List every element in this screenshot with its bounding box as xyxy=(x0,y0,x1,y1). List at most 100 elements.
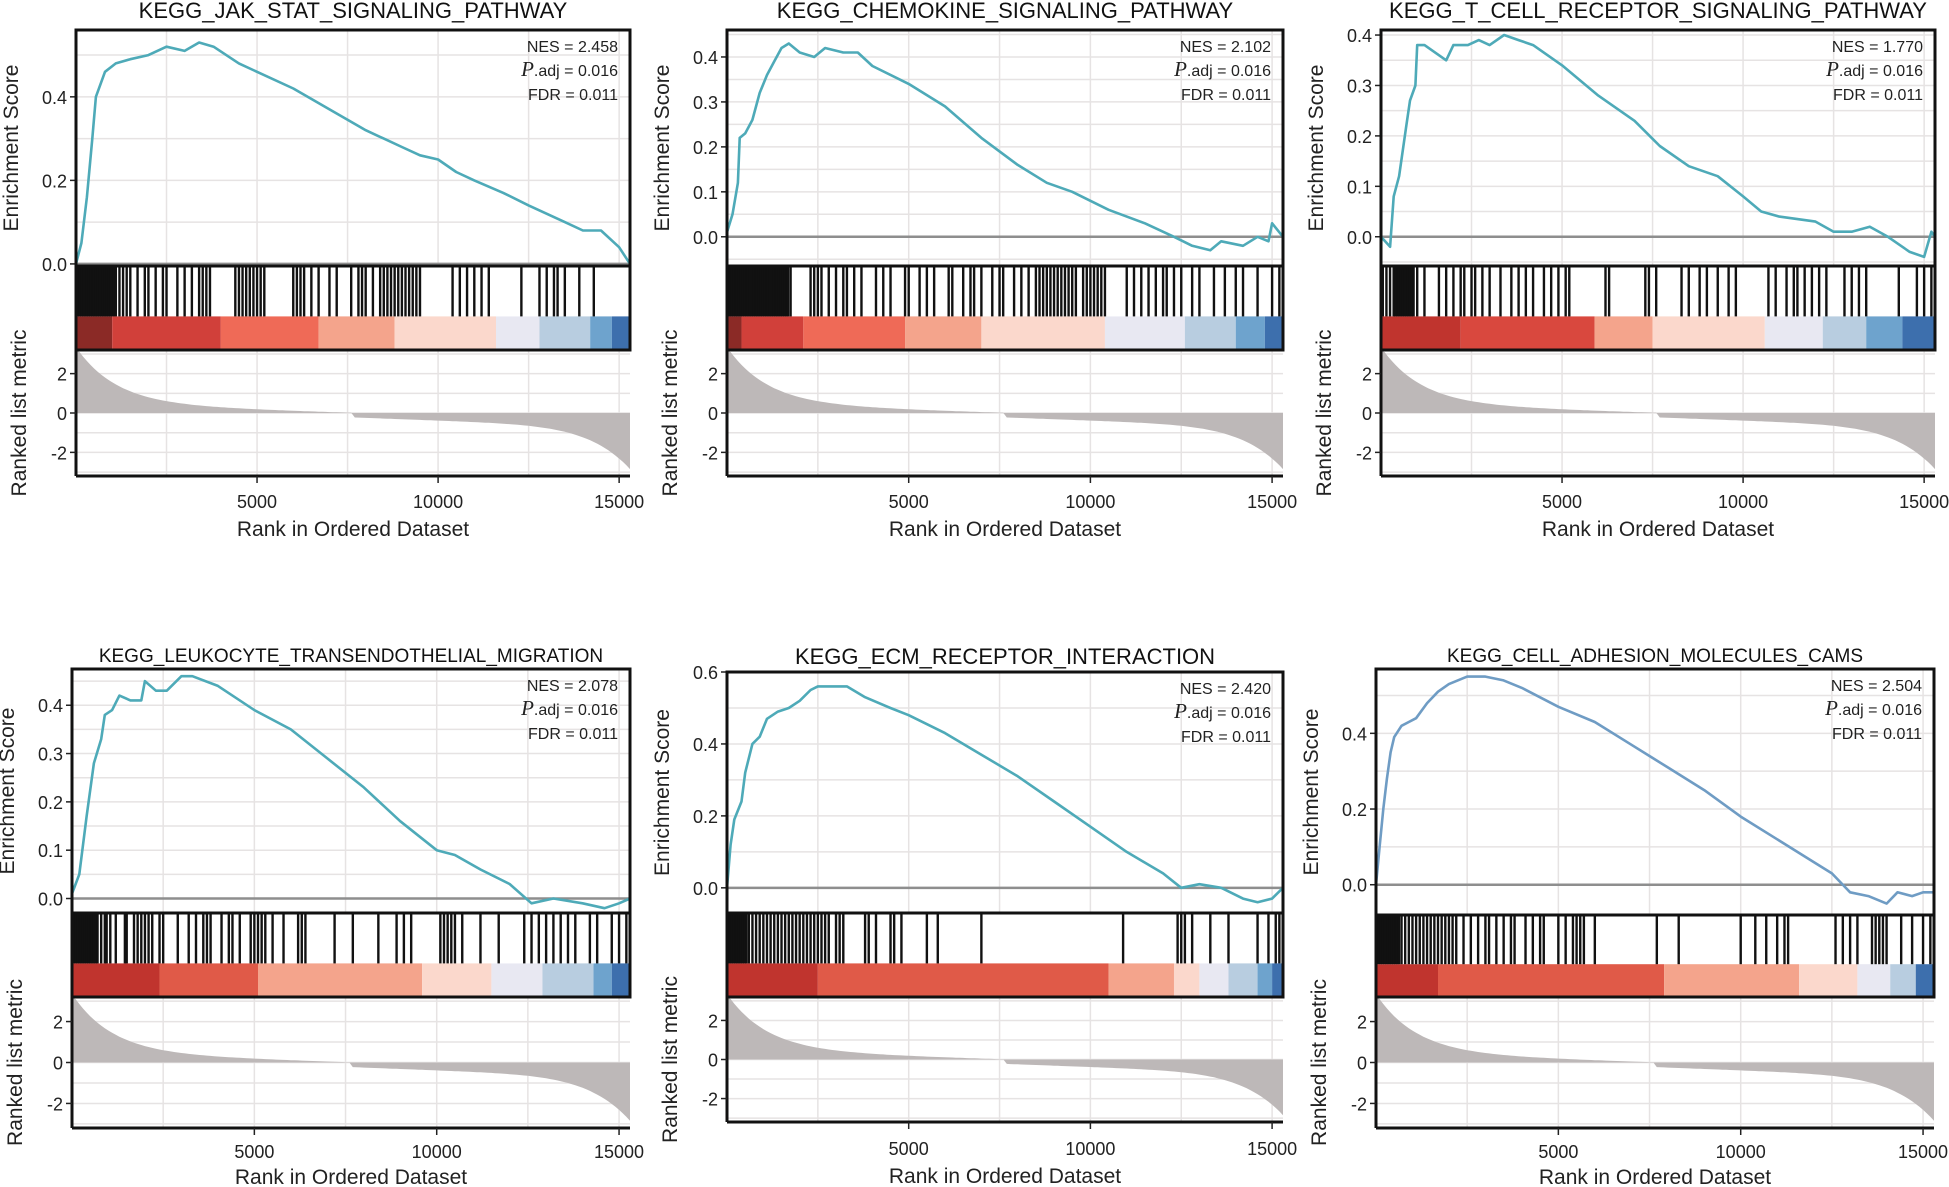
es-tick-label: 0.1 xyxy=(38,841,63,861)
metric-tick-label: 0 xyxy=(57,404,67,424)
metric-tick-label: 0 xyxy=(1357,1054,1367,1074)
x-tick-label: 5000 xyxy=(237,492,277,512)
es-tick-label: 0.4 xyxy=(693,735,718,755)
metric-tick-label: -2 xyxy=(1351,1094,1367,1114)
nes-label: NES = 2.102 xyxy=(1180,39,1271,56)
color-band-segment xyxy=(422,963,492,997)
color-band-segment xyxy=(72,963,160,997)
padj-p: P xyxy=(1173,699,1187,723)
nes-label: NES = 2.504 xyxy=(1831,678,1922,695)
x-tick-label: 10000 xyxy=(1065,1139,1115,1159)
es-tick-label: 0.4 xyxy=(42,88,67,108)
x-tick-label: 10000 xyxy=(1065,492,1115,512)
es-curve xyxy=(1380,33,1937,259)
fdr-label: FDR = 0.011 xyxy=(1181,87,1271,104)
metric-tick-label: 2 xyxy=(57,365,67,385)
gsea-panel: KEGG_T_CELL_RECEPTOR_SIGNALING_PATHWAY 0.… xyxy=(1305,0,1949,541)
es-axis-label: Enrichment Score xyxy=(1305,65,1328,232)
es-tick-label: 0.3 xyxy=(1347,76,1372,96)
color-band-segment xyxy=(1866,316,1903,350)
x-tick-label: 5000 xyxy=(889,1139,929,1159)
barcode-frame xyxy=(725,264,1285,352)
x-tick-label: 10000 xyxy=(1716,1142,1766,1162)
nes-label: NES = 2.078 xyxy=(527,678,618,695)
x-tick-label: 15000 xyxy=(594,1142,644,1162)
color-band-segment xyxy=(1890,964,1916,997)
barcode-frame xyxy=(1379,264,1937,352)
fdr-label: FDR = 0.011 xyxy=(1181,729,1271,746)
padj-p: P xyxy=(1824,696,1838,720)
metric-tick-label: 0 xyxy=(1362,404,1372,424)
metric-tick-label: 2 xyxy=(708,365,718,385)
color-band-segment xyxy=(727,963,818,997)
es-curve xyxy=(70,674,631,910)
color-band-segment xyxy=(1664,964,1800,997)
padj-label: P.adj = 0.016 xyxy=(1824,696,1922,720)
fdr-label: FDR = 0.011 xyxy=(528,726,618,743)
color-band-segment xyxy=(727,316,742,350)
es-tick-label: 0.0 xyxy=(42,255,67,275)
color-band-segment xyxy=(112,316,221,350)
color-band-segment xyxy=(1764,316,1823,350)
color-band-segment xyxy=(1902,316,1935,350)
ranked-metric-area xyxy=(727,997,1283,1116)
color-band-segment xyxy=(1799,964,1858,997)
es-tick-label: 0.1 xyxy=(1347,177,1372,197)
padj-label: P.adj = 0.016 xyxy=(1173,57,1271,81)
metric-tick-label: -2 xyxy=(702,1090,718,1110)
metric-tick-label: 2 xyxy=(1357,1013,1367,1033)
color-band-segment xyxy=(1822,316,1867,350)
metric-tick-label: 2 xyxy=(708,1011,718,1031)
ranked-metric-area xyxy=(1381,350,1935,470)
color-band-segment xyxy=(76,316,113,350)
x-tick-label: 10000 xyxy=(413,492,463,512)
x-tick-label: 10000 xyxy=(412,1142,462,1162)
color-band-segment xyxy=(1857,964,1891,997)
color-band-segment xyxy=(1438,964,1665,997)
metric-axis-label: Ranked list metric xyxy=(659,976,682,1143)
es-tick-label: 0.2 xyxy=(42,171,67,191)
metric-tick-label: 0 xyxy=(708,404,718,424)
nes-label: NES = 2.458 xyxy=(527,39,618,56)
es-tick-label: 0.4 xyxy=(1347,26,1372,46)
color-band-segment xyxy=(1108,963,1174,997)
metric-axis-label: Ranked list metric xyxy=(4,979,27,1146)
padj-label: P.adj = 0.016 xyxy=(1173,699,1271,723)
es-axis-label: Enrichment Score xyxy=(651,65,674,232)
es-tick-label: 0.0 xyxy=(1347,228,1372,248)
color-band-segment xyxy=(1376,964,1438,997)
color-band-segment xyxy=(590,316,612,350)
es-tick-label: 0.4 xyxy=(693,48,718,68)
color-band-segment xyxy=(1184,316,1236,350)
x-axis-label: Rank in Ordered Dataset xyxy=(1539,1166,1771,1187)
color-band-segment xyxy=(611,963,630,997)
color-band-segment xyxy=(981,316,1105,350)
es-tick-label: 0.2 xyxy=(693,138,718,158)
x-axis-label: Rank in Ordered Dataset xyxy=(1542,518,1774,541)
padj-value: .adj = 0.016 xyxy=(534,63,618,80)
color-band-segment xyxy=(1104,316,1185,350)
es-tick-label: 0.2 xyxy=(38,793,63,813)
color-band-segment xyxy=(1460,316,1595,350)
panel-title: KEGG_T_CELL_RECEPTOR_SIGNALING_PATHWAY xyxy=(1389,0,1927,23)
gsea-panel: KEGG_CHEMOKINE_SIGNALING_PATHWAY 0.0 0.1 0.… xyxy=(651,0,1297,541)
barcode-frame xyxy=(74,264,632,352)
metric-tick-label: 0 xyxy=(53,1054,63,1074)
x-tick-label: 15000 xyxy=(1247,1139,1297,1159)
barcode-frame xyxy=(70,911,632,999)
es-curve xyxy=(1374,675,1934,905)
color-band-segment xyxy=(817,963,1109,997)
color-band-segment xyxy=(1257,963,1273,997)
metric-axis-label: Ranked list metric xyxy=(1308,979,1331,1146)
x-axis-label: Rank in Ordered Dataset xyxy=(889,1165,1121,1187)
gsea-panel: KEGG_LEUKOCYTE_TRANSENDOTHELIAL_MIGRATIO… xyxy=(0,646,644,1187)
metric-axis-label: Ranked list metric xyxy=(659,330,682,497)
es-axis-label: Enrichment Score xyxy=(1300,709,1323,876)
nes-label: NES = 2.420 xyxy=(1180,681,1271,698)
es-tick-label: 0.0 xyxy=(38,890,63,910)
padj-label: P.adj = 0.016 xyxy=(520,696,618,720)
x-tick-label: 5000 xyxy=(1542,492,1582,512)
x-tick-label: 15000 xyxy=(594,492,644,512)
padj-label: P.adj = 0.016 xyxy=(520,57,618,81)
es-curve xyxy=(725,685,1284,904)
